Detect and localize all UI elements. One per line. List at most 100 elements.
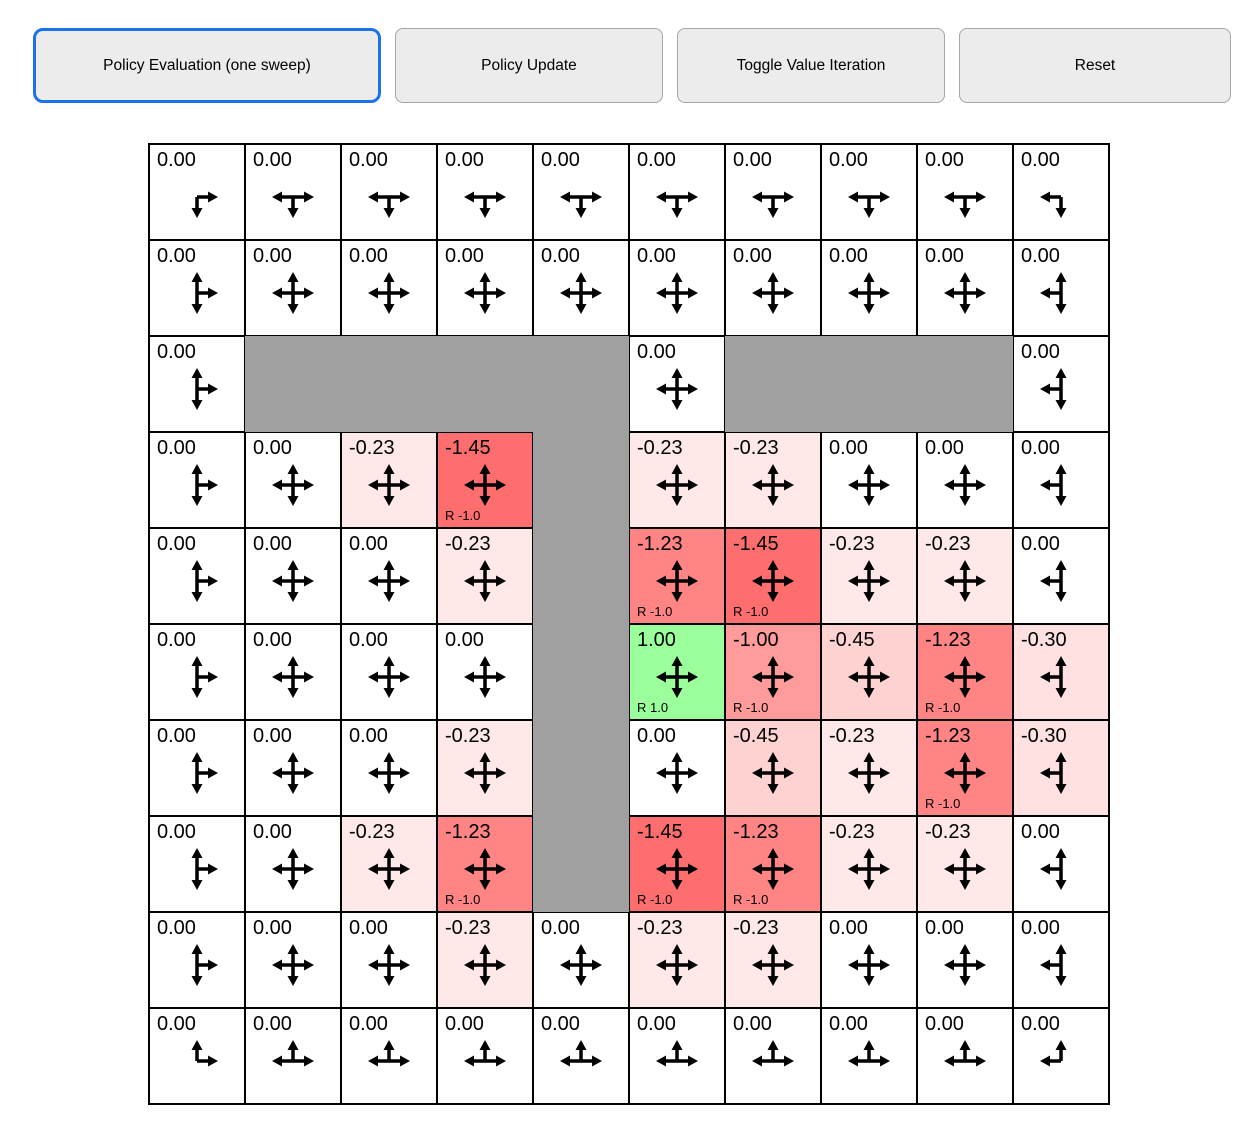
grid-cell[interactable]: 0.00 — [629, 144, 725, 240]
grid-cell[interactable]: 0.00 — [917, 240, 1013, 336]
grid-cell[interactable]: -1.23 R -1.0 — [725, 816, 821, 912]
grid-cell[interactable]: -0.23 — [725, 912, 821, 1008]
grid-cell[interactable]: -1.23 R -1.0 — [437, 816, 533, 912]
grid-cell[interactable]: 0.00 — [725, 240, 821, 336]
grid-cell[interactable]: -0.30 — [1013, 624, 1109, 720]
grid-cell[interactable]: 0.00 — [917, 1008, 1013, 1104]
policy-update-button[interactable]: Policy Update — [395, 28, 663, 103]
grid-cell[interactable]: 0.00 — [149, 144, 245, 240]
grid-cell[interactable]: -0.23 — [629, 912, 725, 1008]
policy-arrows-icon — [368, 943, 410, 986]
grid-cell[interactable]: -0.23 — [437, 528, 533, 624]
grid-cell[interactable]: -0.23 — [341, 432, 437, 528]
grid-cell[interactable]: 0.00 — [149, 816, 245, 912]
grid-cell[interactable]: 0.00 — [629, 336, 725, 432]
grid-cell[interactable]: -0.23 — [917, 816, 1013, 912]
policy-evaluation-button[interactable]: Policy Evaluation (one sweep) — [33, 28, 381, 103]
grid-cell[interactable]: 0.00 — [629, 720, 725, 816]
grid-cell[interactable]: 0.00 — [437, 240, 533, 336]
grid-cell[interactable]: 0.00 — [917, 144, 1013, 240]
policy-arrows-icon — [848, 271, 890, 314]
grid-cell[interactable]: 0.00 — [629, 240, 725, 336]
grid-cell[interactable]: -0.23 — [821, 528, 917, 624]
grid-cell[interactable]: 0.00 — [149, 528, 245, 624]
grid-cell[interactable]: 0.00 — [341, 1008, 437, 1104]
grid-cell[interactable]: 0.00 — [245, 624, 341, 720]
grid-cell[interactable]: 0.00 — [917, 912, 1013, 1008]
grid-cell[interactable]: 0.00 — [245, 912, 341, 1008]
toggle-value-iteration-button[interactable]: Toggle Value Iteration — [677, 28, 945, 103]
grid-cell[interactable]: 1.00 R 1.0 — [629, 624, 725, 720]
grid-cell[interactable]: -1.45 R -1.0 — [629, 816, 725, 912]
grid-cell[interactable]: -0.23 — [821, 816, 917, 912]
grid-cell[interactable]: 0.00 — [1013, 912, 1109, 1008]
grid-cell[interactable]: 0.00 — [341, 528, 437, 624]
policy-arrows-icon — [656, 751, 698, 794]
grid-cell[interactable]: 0.00 — [245, 816, 341, 912]
grid-cell[interactable]: 0.00 — [1013, 240, 1109, 336]
grid-cell[interactable]: 0.00 — [341, 624, 437, 720]
grid-cell[interactable]: 0.00 — [1013, 816, 1109, 912]
grid-cell[interactable]: 0.00 — [629, 1008, 725, 1104]
grid-cell[interactable]: 0.00 — [149, 912, 245, 1008]
grid-cell[interactable]: 0.00 — [1013, 336, 1109, 432]
grid-cell[interactable]: 0.00 — [341, 144, 437, 240]
grid-cell[interactable]: -0.23 — [917, 528, 1013, 624]
grid-cell[interactable]: 0.00 — [341, 720, 437, 816]
grid-cell[interactable]: 0.00 — [1013, 528, 1109, 624]
grid-cell[interactable]: 0.00 — [149, 432, 245, 528]
grid-cell[interactable]: 0.00 — [533, 1008, 629, 1104]
grid-cell[interactable]: 0.00 — [245, 720, 341, 816]
grid-cell[interactable]: 0.00 — [149, 336, 245, 432]
grid-cell[interactable]: 0.00 — [245, 240, 341, 336]
grid-cell[interactable]: 0.00 — [725, 144, 821, 240]
policy-arrows-icon — [368, 271, 410, 314]
grid-cell[interactable]: 0.00 — [149, 240, 245, 336]
grid-cell[interactable]: 0.00 — [917, 432, 1013, 528]
grid-cell[interactable]: 0.00 — [821, 240, 917, 336]
grid-cell[interactable]: 0.00 — [437, 1008, 533, 1104]
grid-cell[interactable]: -0.23 — [821, 720, 917, 816]
grid-cell[interactable]: 0.00 — [533, 240, 629, 336]
grid-cell[interactable]: -0.23 — [725, 432, 821, 528]
grid-cell[interactable]: -0.30 — [1013, 720, 1109, 816]
grid-cell[interactable]: -1.45 R -1.0 — [725, 528, 821, 624]
grid-cell[interactable]: 0.00 — [437, 624, 533, 720]
grid-cell[interactable]: 0.00 — [149, 720, 245, 816]
grid-cell[interactable]: -1.23 R -1.0 — [917, 624, 1013, 720]
grid-cell[interactable]: 0.00 — [149, 1008, 245, 1104]
cell-reward: R -1.0 — [925, 700, 961, 715]
grid-cell[interactable]: 0.00 — [1013, 144, 1109, 240]
grid-cell[interactable]: 0.00 — [821, 144, 917, 240]
grid-cell[interactable]: -1.23 R -1.0 — [917, 720, 1013, 816]
grid-cell[interactable]: 0.00 — [245, 432, 341, 528]
grid-cell[interactable]: 0.00 — [341, 240, 437, 336]
grid-cell[interactable]: 0.00 — [1013, 1008, 1109, 1104]
grid-cell[interactable]: 0.00 — [725, 1008, 821, 1104]
grid-cell[interactable]: -1.45 R -1.0 — [437, 432, 533, 528]
policy-arrows-icon — [944, 847, 986, 890]
reset-button[interactable]: Reset — [959, 28, 1231, 103]
grid-cell[interactable]: 0.00 — [821, 912, 917, 1008]
grid-cell[interactable]: 0.00 — [245, 1008, 341, 1104]
grid-cell[interactable]: -0.23 — [341, 816, 437, 912]
cell-value: 0.00 — [925, 917, 964, 939]
grid-cell[interactable]: 0.00 — [533, 912, 629, 1008]
grid-cell[interactable]: -0.23 — [437, 720, 533, 816]
grid-cell[interactable]: -0.23 — [629, 432, 725, 528]
grid-cell[interactable]: 0.00 — [149, 624, 245, 720]
grid-cell[interactable]: -0.45 — [725, 720, 821, 816]
grid-cell[interactable]: 0.00 — [1013, 432, 1109, 528]
grid-cell[interactable]: 0.00 — [245, 528, 341, 624]
grid-cell[interactable]: 0.00 — [533, 144, 629, 240]
grid-cell[interactable]: 0.00 — [245, 144, 341, 240]
grid-cell[interactable]: 0.00 — [341, 912, 437, 1008]
grid-cell[interactable]: 0.00 — [821, 432, 917, 528]
grid-cell[interactable]: -1.23 R -1.0 — [629, 528, 725, 624]
policy-arrows-icon — [191, 847, 218, 890]
grid-cell[interactable]: -1.00 R -1.0 — [725, 624, 821, 720]
grid-cell[interactable]: 0.00 — [437, 144, 533, 240]
grid-cell[interactable]: -0.45 — [821, 624, 917, 720]
grid-cell[interactable]: -0.23 — [437, 912, 533, 1008]
grid-cell[interactable]: 0.00 — [821, 1008, 917, 1104]
